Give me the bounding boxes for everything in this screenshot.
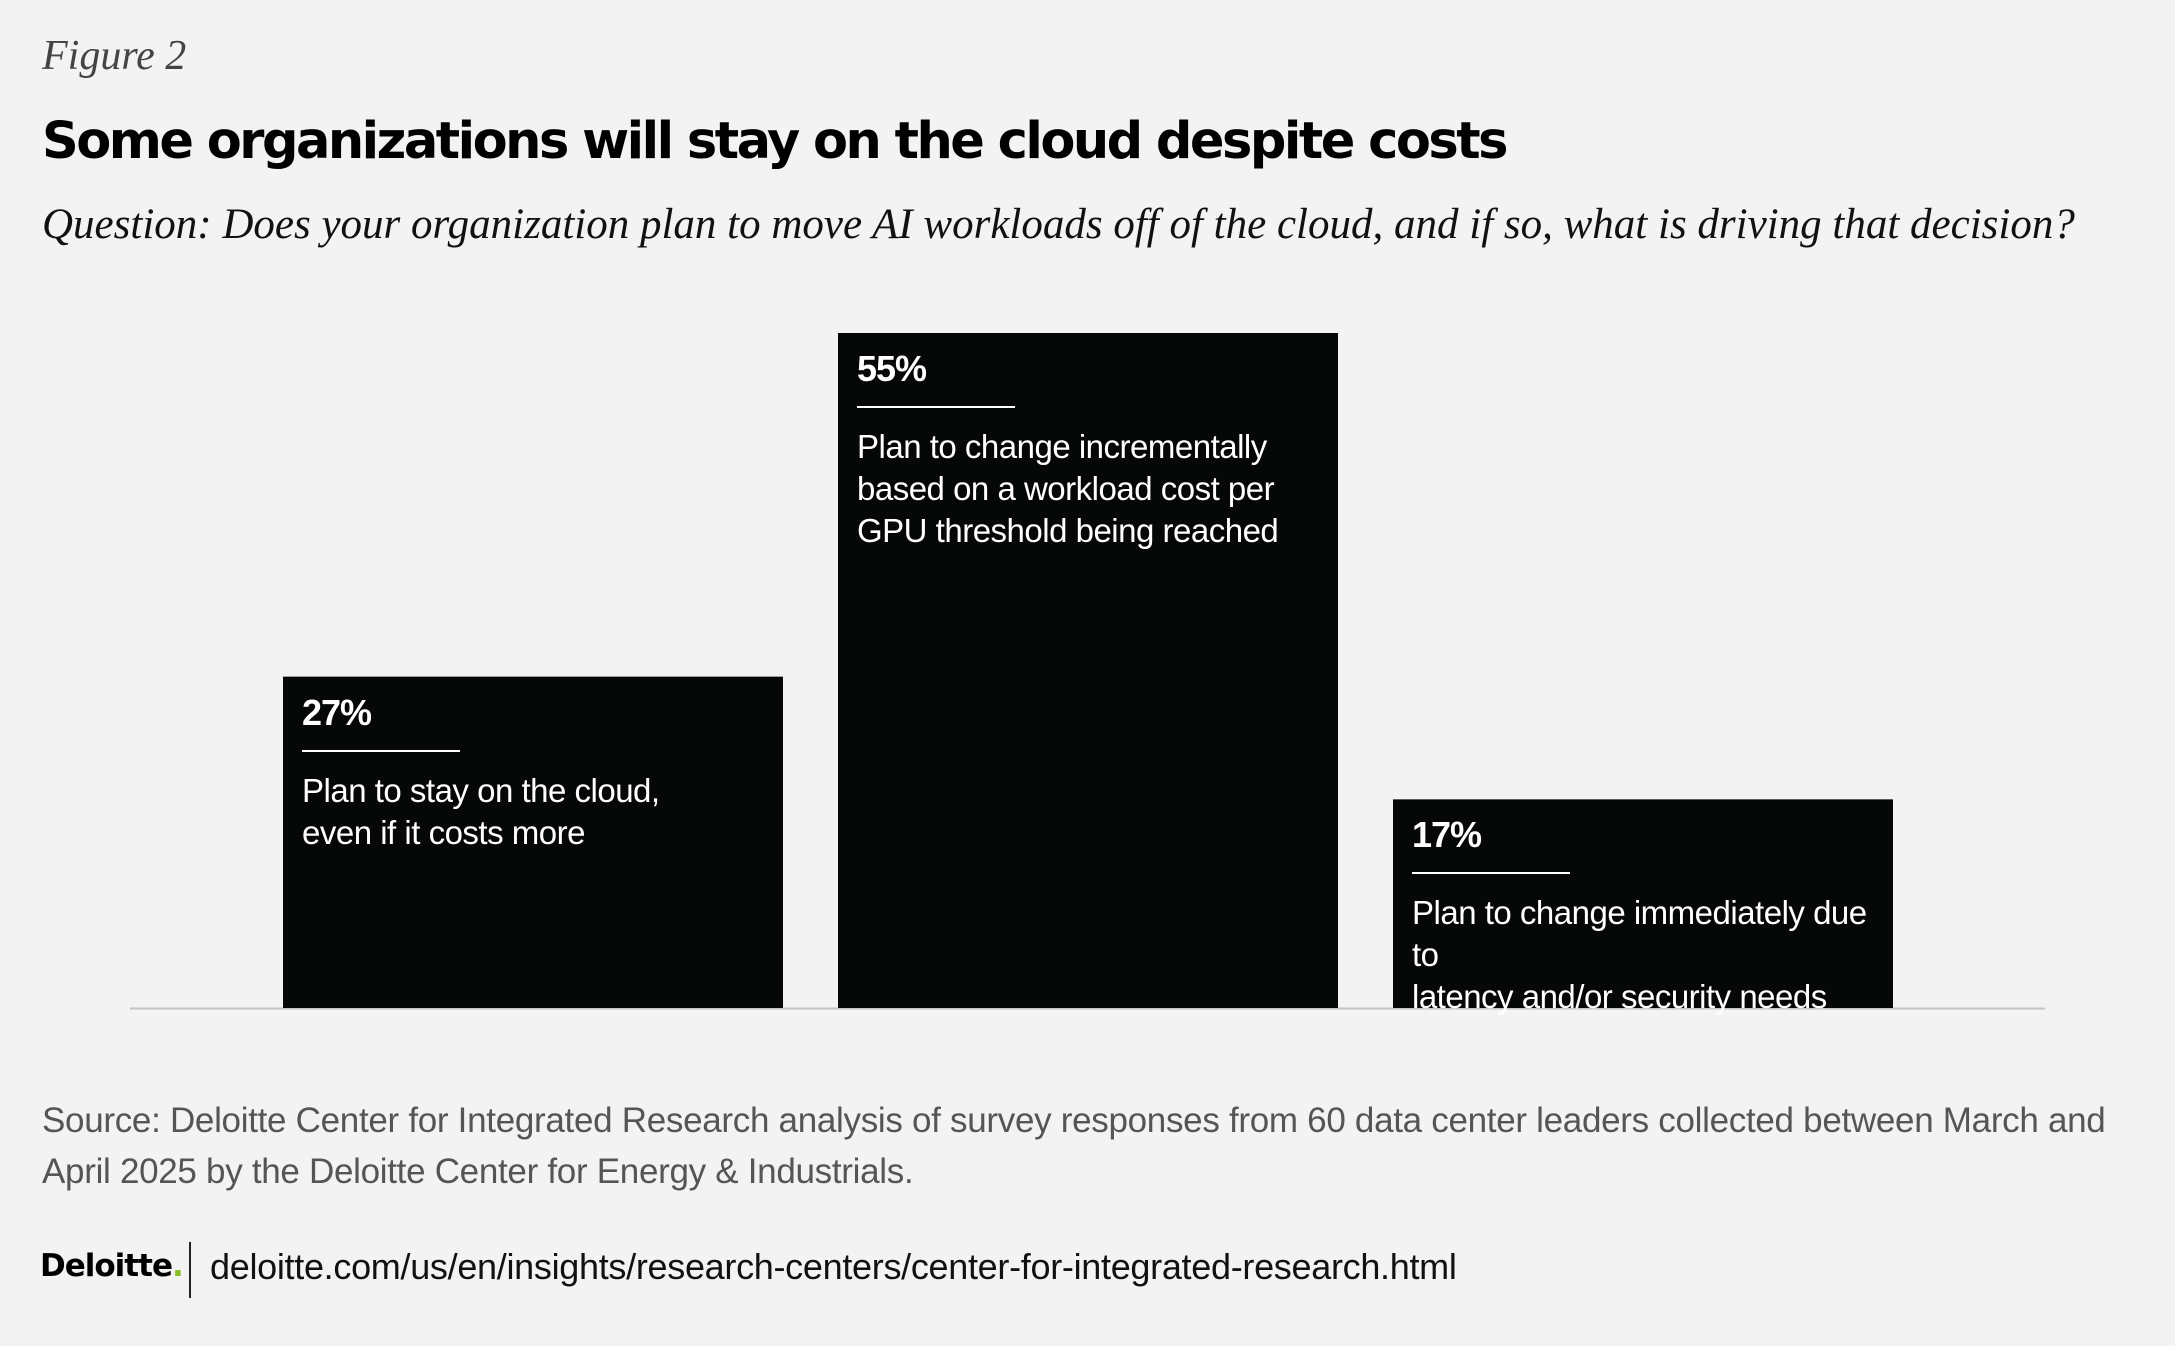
bar-category-label-line: based on a workload cost per [857, 470, 1275, 507]
bar-value-label: 17% [1412, 814, 1482, 856]
bar-2 [838, 333, 1338, 1008]
figure-label: Figure 2 [42, 33, 187, 79]
bar-category-label-line: latency and/or security needs [1412, 978, 1827, 1016]
bar-label-rule [1412, 872, 1570, 875]
bar-category-label-line: GPU threshold being reached [857, 512, 1279, 549]
deloitte-logo: Deloitte. [40, 1248, 184, 1284]
source-note: Source: Deloitte Center for Integrated R… [42, 1101, 2106, 1191]
bar-3-text: 17% Plan to change immediately due to late… [1412, 814, 1882, 1018]
bar-1 [283, 676, 783, 1008]
bar-1-text: 27% Plan to stay on the cloud, even if it … [302, 692, 772, 854]
bar-label-rule [857, 406, 1015, 408]
bar-value-label: 27% [302, 691, 372, 733]
bar-value-label: 55% [857, 348, 927, 389]
footer-divider [189, 1242, 191, 1298]
bar-category-label: Plan to change incrementally based on a w… [857, 426, 1327, 552]
bar-category-label: Plan to stay on the cloud, even if it cos… [302, 770, 772, 854]
bar-category-label: Plan to change immediately due to latency… [1412, 892, 1882, 1018]
bar-category-label-line: even if it costs more [302, 813, 585, 851]
bar-3 [1393, 799, 1893, 1008]
bar-category-label-line: Plan to stay on the cloud, [302, 771, 660, 809]
footer-url-link[interactable]: deloitte.com/us/en/insights/research-cen… [210, 1246, 1457, 1287]
chart-title: Some organizations will stay on the clou… [42, 112, 1508, 171]
bar-category-label-line: Plan to change immediately due to [1412, 894, 1867, 974]
bar-category-label-line: Plan to change incrementally [857, 428, 1267, 465]
chart-subtitle: Question: Does your organization plan to… [42, 201, 2075, 248]
bar-label-rule [302, 749, 460, 752]
bar-2-text: 55% Plan to change incrementally based on … [857, 348, 1327, 552]
